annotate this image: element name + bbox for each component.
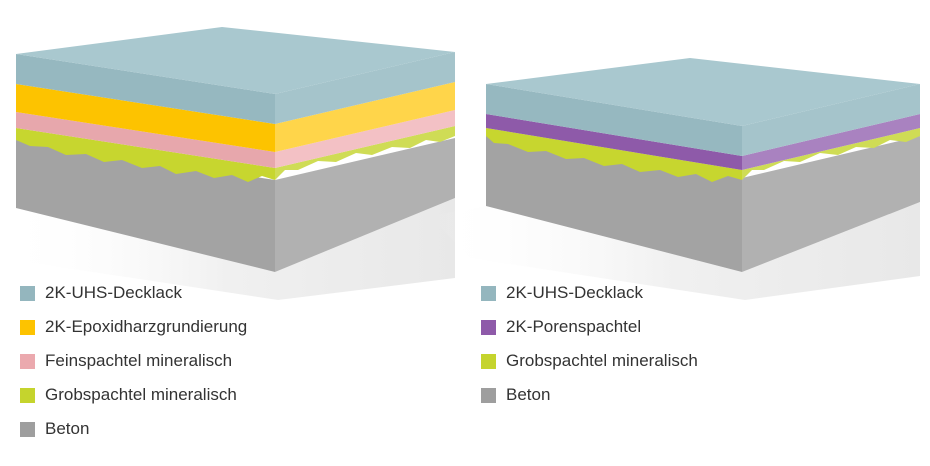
left-legend-swatch (20, 422, 35, 437)
right-legend-swatch (481, 286, 496, 301)
right-beton-side (742, 136, 920, 272)
right-legend-swatch (481, 388, 496, 403)
left-epoxid-side (275, 82, 455, 152)
left-legend-swatch (20, 388, 35, 403)
right-porenspachtel-side (742, 114, 920, 170)
left-decklack-top (16, 27, 455, 94)
left-decklack-side (275, 52, 455, 124)
right-legend-label: Beton (506, 385, 551, 404)
right-decklack-top (486, 58, 920, 126)
left-legend-label: Grobspachtel mineralisch (45, 385, 237, 404)
right-legend-swatch (481, 354, 496, 369)
right-decklack-side (742, 84, 920, 156)
left-feinspachtel-side (275, 110, 455, 168)
left-epoxid-front (16, 84, 275, 152)
right-grobspachtel-front (486, 128, 742, 182)
right-legend-label: Grobspachtel mineralisch (506, 351, 698, 370)
right-layer-block (430, 58, 920, 300)
left-legend-label: Beton (45, 419, 90, 438)
left-legend-swatch (20, 286, 35, 301)
right-legend-swatch (481, 320, 496, 335)
left-grobspachtel-front (16, 128, 275, 182)
left-legend-label: 2K-Epoxidharzgrundierung (45, 317, 248, 336)
right-porenspachtel-front (486, 114, 742, 170)
right-legend-label: 2K-Porenspachtel (506, 317, 642, 336)
left-legend-label: 2K-UHS-Decklack (45, 283, 182, 302)
right-floor-shadow (430, 202, 920, 300)
left-legend-label: Feinspachtel mineralisch (45, 351, 233, 370)
left-legend-swatch (20, 320, 35, 335)
right-decklack-front (486, 84, 742, 156)
left-layer-block (0, 27, 455, 300)
left-feinspachtel-front (16, 112, 275, 168)
left-legend-swatch (20, 354, 35, 369)
left-floor-shadow (0, 198, 455, 300)
left-decklack-front (16, 54, 275, 124)
right-legend-label: 2K-UHS-Decklack (506, 283, 643, 302)
left-grobspachtel-side (275, 126, 455, 180)
left-beton-side (275, 138, 455, 272)
right-grobspachtel-side (742, 128, 920, 180)
